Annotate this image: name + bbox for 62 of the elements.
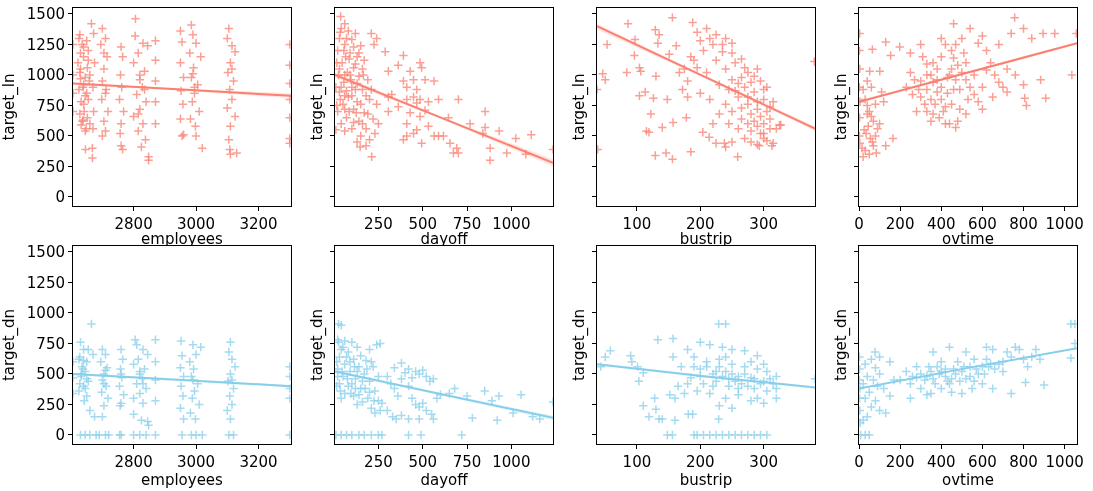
x-tick-label: 200 <box>685 215 715 233</box>
x-tick-label: 800 <box>1009 453 1038 471</box>
x-tick-label: 3000 <box>176 215 216 233</box>
x-tick-label: 0 <box>854 215 864 233</box>
x-axis-title: ovtime <box>942 471 994 489</box>
x-tick-label: 600 <box>968 215 997 233</box>
y-tick-label: 500 <box>36 365 65 384</box>
y-tick-label: 1500 <box>26 243 65 262</box>
x-tick-label: 800 <box>1009 215 1038 233</box>
y-tick-label: 1500 <box>26 5 65 24</box>
x-tick-label: 3200 <box>239 215 278 233</box>
x-tick-label: 200 <box>885 215 915 233</box>
x-tick-label: 750 <box>452 215 482 233</box>
x-tick-label: 1000 <box>492 215 531 233</box>
y-tick-label: 1000 <box>26 66 65 85</box>
y-tick-label: 1250 <box>26 35 65 54</box>
x-tick-label: 500 <box>408 215 438 233</box>
x-tick-label: 300 <box>749 453 778 471</box>
y-axis-title: target_dn <box>570 308 590 382</box>
y-tick-label: 250 <box>36 157 65 176</box>
y-tick-label: 500 <box>36 127 65 146</box>
x-axis-title: dayoff <box>420 230 469 248</box>
x-tick-label: 2800 <box>114 453 153 471</box>
x-tick-label: 250 <box>364 453 393 471</box>
y-axis-title: target_dn <box>308 308 328 382</box>
x-tick-label: 750 <box>452 453 482 471</box>
x-tick-label: 1000 <box>1045 453 1084 471</box>
y-axis-title: target_ln <box>832 73 852 141</box>
x-tick-label: 200 <box>885 453 915 471</box>
y-tick-label: 750 <box>36 96 65 115</box>
y-tick-label: 0 <box>55 426 65 445</box>
x-tick-label: 3200 <box>239 453 278 471</box>
x-tick-label: 300 <box>749 215 778 233</box>
x-tick-label: 1000 <box>492 453 531 471</box>
x-tick-label: 100 <box>622 453 652 471</box>
x-tick-label: 2800 <box>114 215 153 233</box>
y-axis-title: target_ln <box>570 73 590 141</box>
y-tick-label: 750 <box>36 334 65 353</box>
x-tick-label: 400 <box>926 215 956 233</box>
x-tick-label: 250 <box>364 215 393 233</box>
y-tick-label: 1000 <box>26 304 65 323</box>
x-tick-label: 1000 <box>1045 215 1084 233</box>
y-axis-title: target_ln <box>308 73 328 141</box>
x-axis-title: employees <box>141 471 224 489</box>
x-tick-label: 500 <box>408 453 438 471</box>
x-axis-title: bustrip <box>679 471 733 489</box>
y-axis-title: target_dn <box>832 308 852 382</box>
x-tick-label: 200 <box>685 453 715 471</box>
y-tick-label: 1250 <box>26 273 65 292</box>
x-axis-title: bustrip <box>679 230 733 248</box>
x-axis-title: dayoff <box>420 471 469 489</box>
x-tick-label: 100 <box>622 215 652 233</box>
y-tick-label: 250 <box>36 395 65 414</box>
x-axis-title: ovtime <box>942 230 994 248</box>
x-tick-label: 0 <box>854 453 864 471</box>
x-tick-label: 600 <box>968 453 997 471</box>
x-axis-title: employees <box>141 230 224 248</box>
y-tick-label: 0 <box>55 188 65 207</box>
x-tick-label: 400 <box>926 453 956 471</box>
x-tick-label: 3000 <box>176 453 216 471</box>
y-axis-title: target_ln <box>0 73 20 141</box>
y-axis-title: target_dn <box>0 308 20 382</box>
